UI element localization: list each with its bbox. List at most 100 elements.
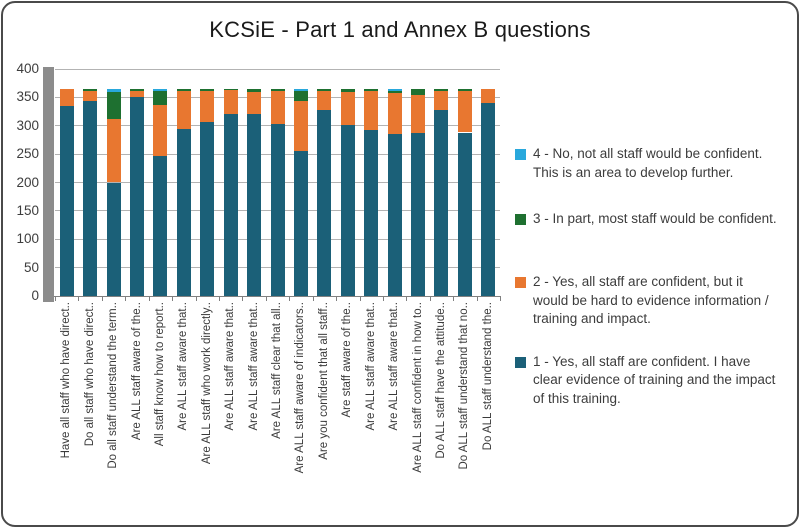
bar-segment (200, 122, 215, 296)
bar-segment (59, 105, 74, 296)
legend-item-3: 3 - In part, most staff would be confide… (515, 210, 777, 229)
x-axis-tick (218, 296, 220, 301)
x-category-label: Are ALL staff aware of indicators.. (294, 302, 307, 474)
y-axis-wall (43, 67, 54, 302)
bar-segment (457, 91, 472, 133)
x-axis-line (54, 295, 500, 297)
x-axis-tick (453, 296, 455, 301)
x-axis-tick (55, 296, 56, 301)
bar-segment (364, 91, 379, 130)
x-category-label: All staff know how to report.. (153, 302, 166, 447)
x-category-label: Are ALL staff aware that.. (364, 302, 377, 431)
bar-segment (270, 124, 285, 296)
bar-segment (176, 128, 191, 296)
y-tick-label: 400 (16, 61, 39, 76)
bar-segment (317, 109, 332, 296)
x-category-label: Are ALL staff aware that.. (224, 302, 237, 431)
bar-segment (340, 124, 355, 296)
chart-title: KCSiE - Part 1 and Annex B questions (209, 17, 591, 42)
y-tick-label: 300 (16, 117, 39, 133)
x-category-label: Have all staff who have direct.. (60, 302, 73, 459)
legend-label-2: 2 - Yes, all staff are confident, but it… (533, 273, 769, 327)
legend-item-2: 2 - Yes, all staff are confident, but it… (515, 273, 777, 329)
x-axis-tick (406, 296, 408, 301)
legend-swatch-3-icon (515, 214, 526, 226)
bar-segment (387, 88, 402, 91)
y-tick-label: 50 (23, 259, 39, 275)
x-category-label: Are ALL staff confident in how to.. (411, 302, 424, 473)
bar-segment (106, 118, 121, 183)
x-axis-tick (382, 296, 384, 301)
bar-segment (364, 129, 379, 296)
x-axis-tick (148, 296, 150, 301)
bar-segment (364, 88, 379, 92)
bar-segment (247, 88, 262, 92)
legend-label-4: 4 - No, not all staff would be confident… (533, 146, 763, 180)
legend-swatch-2-icon (515, 276, 526, 288)
legend-swatch-4-icon (515, 149, 526, 160)
x-axis-tick (359, 296, 361, 301)
bar-segment (130, 88, 144, 92)
bar-segment (106, 182, 121, 296)
bar-segment (153, 156, 168, 296)
y-tick-label: 100 (16, 231, 39, 247)
x-axis-tick (429, 296, 431, 301)
bar-segment (59, 88, 74, 106)
x-axis-tick (265, 296, 267, 301)
bar-segment (317, 88, 332, 92)
bar-segment (176, 88, 191, 92)
bar-segment (247, 114, 262, 296)
bar-segment (200, 91, 215, 123)
y-tick-label: 200 (16, 174, 39, 190)
x-category-label: Are staff aware of the.. (341, 302, 354, 418)
bar-segment (481, 88, 496, 104)
legend-label-3: 3 - In part, most staff would be confide… (533, 211, 777, 227)
legend-label-1: 1 - Yes, all staff are confident. I have… (533, 353, 776, 406)
bar-segment (411, 88, 425, 96)
bar-segment (153, 105, 168, 157)
x-category-label: Are ALL staff aware of the.. (130, 302, 143, 441)
y-tick-label: 350 (16, 89, 39, 105)
x-axis-tick (500, 296, 501, 301)
bar-segment (83, 88, 98, 91)
x-axis-tick (312, 296, 314, 301)
bar-segment (153, 88, 168, 92)
bar-segment (340, 91, 355, 125)
bar-segment (457, 88, 472, 92)
x-category-label: Are you confident that all staff.. (317, 302, 330, 460)
x-axis-tick (242, 296, 244, 301)
bar-segment (340, 88, 355, 92)
bar-segment (106, 88, 121, 92)
bar-segment (457, 132, 472, 296)
bar-segment (223, 114, 238, 296)
bar-segment (223, 88, 238, 90)
legend-swatch-1-icon (515, 356, 526, 368)
bar-segment (247, 91, 262, 115)
x-axis-tick (336, 296, 338, 301)
x-category-label: Are ALL staff clear that all.. (271, 302, 283, 439)
bar-segment (293, 88, 308, 92)
x-axis-tick (101, 296, 103, 301)
bar-segment (317, 91, 332, 110)
y-tick-label: 250 (16, 146, 39, 162)
bar-segment (293, 91, 308, 102)
x-category-label: Do all staff who have direct.. (83, 302, 96, 447)
bar-segment (106, 91, 121, 119)
bar-segment (411, 133, 425, 296)
x-category-label: Are ALL staff aware that.. (247, 302, 260, 431)
x-axis-tick (125, 296, 127, 301)
y-tick-label: 0 (31, 288, 39, 303)
bar-segment (223, 90, 238, 115)
x-axis-tick (172, 296, 174, 301)
bar-segment (387, 133, 402, 296)
bar-segment (176, 91, 191, 129)
x-category-label: Are ALL staff aware that.. (177, 302, 190, 431)
gridline (55, 68, 500, 70)
bar-segment (411, 95, 425, 134)
x-category-label: Do ALL staff understand that no.. (458, 302, 471, 470)
bar-segment (434, 90, 449, 110)
x-axis-tick (78, 296, 80, 301)
bar-segment (83, 90, 98, 102)
x-category-label: Are ALL staff aware that.. (388, 302, 401, 431)
